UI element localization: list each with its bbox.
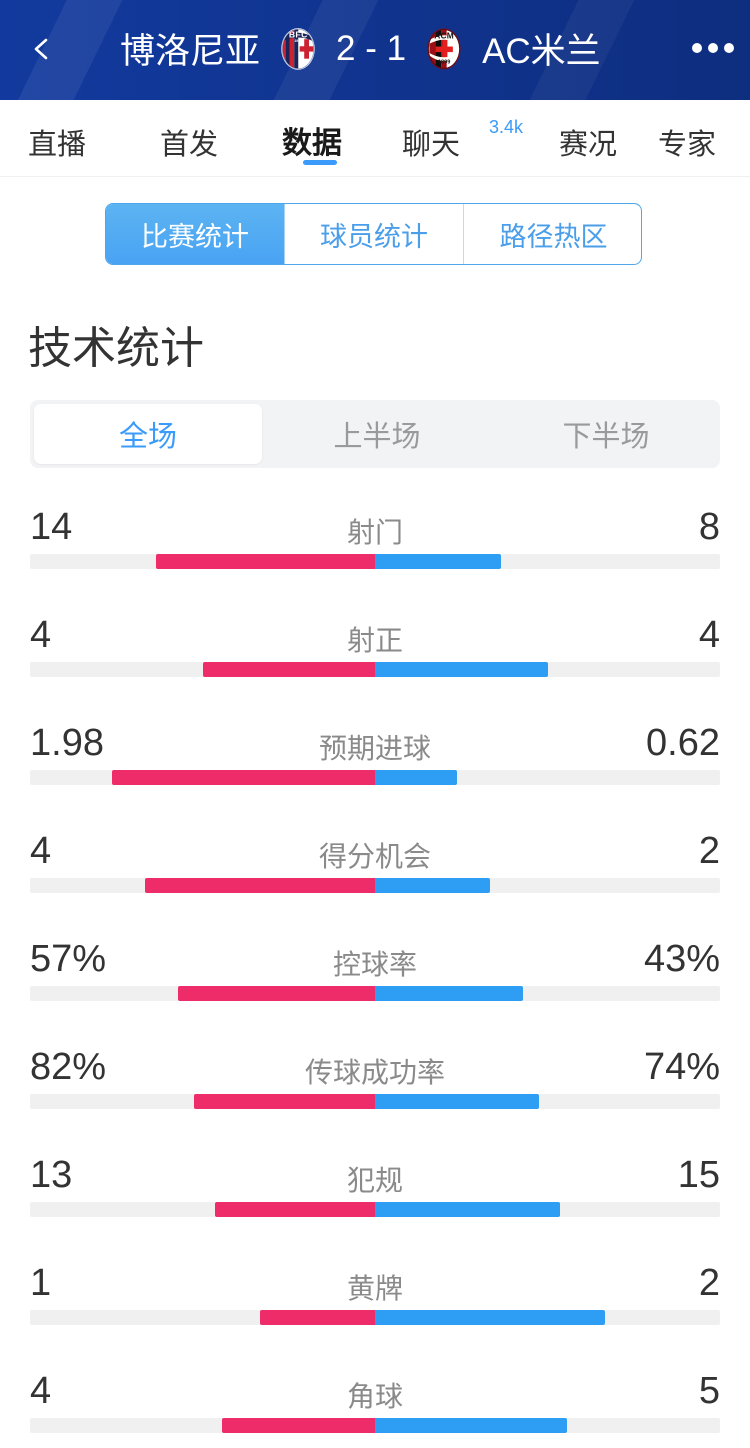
svg-text:1899: 1899 xyxy=(438,59,450,65)
svg-text:1909: 1909 xyxy=(294,39,302,43)
